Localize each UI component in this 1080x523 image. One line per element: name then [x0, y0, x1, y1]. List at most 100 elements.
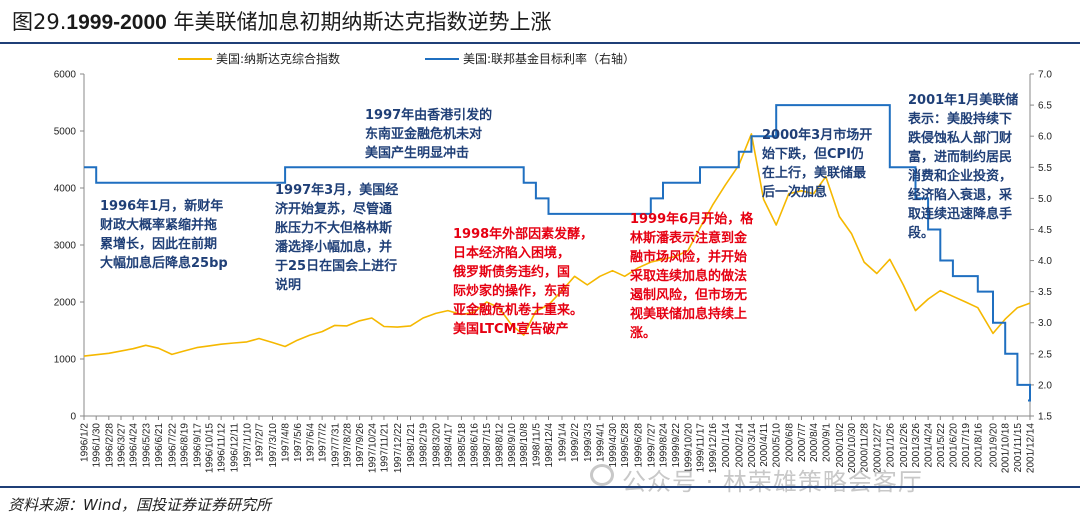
legend-label-nasdaq: 美国:纳斯达克综合指数 [216, 51, 340, 66]
legend-label-fed: 美国:联邦基金目标利率（右轴） [463, 51, 635, 66]
source-note: 资料来源：Wind，国投证券证券研究所 [8, 496, 272, 514]
right-tick-label: 5.0 [1038, 194, 1052, 205]
x-tick-label: 1998/2/19 [419, 423, 430, 468]
right-axis-ticks: 1.5 2.0 2.5 3.0 3.5 4.0 4.5 5.0 5.5 6.0 6.5 7.0 [1030, 70, 1052, 423]
right-tick-label: 2.0 [1038, 380, 1052, 391]
right-tick-label: 5.5 [1038, 163, 1052, 174]
x-tick-label: 1996/8/19 [180, 423, 191, 468]
x-tick-label: 2001/3/26 [911, 423, 922, 468]
x-tick-label: 1997/1/10 [242, 423, 253, 468]
x-tick-label: 2001/1/26 [885, 423, 896, 468]
x-tick-label: 1999/7/27 [646, 423, 657, 468]
x-tick-label: 2000/10/30 [847, 423, 858, 473]
x-tick-label: 1998/8/12 [494, 423, 505, 468]
x-tick-label: 1996/4/24 [129, 423, 140, 468]
x-tick-label: 1999/9/22 [671, 423, 682, 468]
title-rest: 年美联储加息初期纳斯达克指数逆势上涨 [166, 10, 552, 34]
x-tick-label: 1998/10/8 [519, 423, 530, 468]
x-tick-label: 2001/12/14 [1026, 423, 1037, 473]
right-tick-label: 6.0 [1038, 132, 1052, 143]
x-tick-label: 2001/4/24 [924, 423, 935, 468]
x-tick-label: 2000/4/11 [759, 423, 770, 467]
x-tick-label: 2000/3/14 [747, 423, 758, 468]
left-tick-label: 0 [70, 412, 76, 423]
source-divider [0, 486, 1080, 488]
x-tick-label: 2000/7/7 [797, 423, 808, 462]
left-tick-label: 3000 [54, 241, 77, 252]
x-tick-label: 1999/1/4 [558, 423, 569, 462]
x-tick-label: 1998/4/17 [443, 423, 454, 468]
x-tick-label: 1998/7/15 [482, 423, 493, 468]
x-tick-label: 1998/6/16 [470, 423, 481, 468]
right-tick-label: 3.5 [1038, 287, 1052, 298]
x-tick-label: 1997/3/10 [268, 423, 279, 468]
x-tick-label: 1996/10/15 [204, 423, 215, 473]
right-tick-label: 7.0 [1038, 70, 1052, 81]
x-tick-label: 1997/9/26 [355, 423, 366, 468]
left-tick-label: 5000 [54, 127, 77, 138]
annotation-3: 1997年由香港引发的 东南亚金融危机未对 美国产生明显冲击 [365, 108, 493, 161]
left-tick-label: 2000 [54, 298, 77, 309]
right-tick-label: 6.5 [1038, 101, 1052, 112]
x-tick-label: 1998/12/4 [544, 423, 555, 468]
x-tick-label: 1996/1/30 [92, 423, 103, 468]
x-tick-label: 2001/2/26 [899, 423, 910, 468]
x-tick-label: 2000/11/28 [860, 423, 871, 473]
x-tick-label: 1998/9/10 [507, 423, 518, 468]
x-tick-label: 2001/9/20 [988, 423, 999, 468]
right-tick-label: 4.0 [1038, 256, 1052, 267]
annotation-4: 1998年外部因素发酵， 日本经济陷入困境， 俄罗斯债务违约，国 际炒家的操作，东南亚… [453, 227, 594, 337]
x-tick-label: 1996/2/28 [104, 423, 115, 468]
x-tick-label: 2000/8/4 [809, 423, 820, 462]
x-tick-label: 1996/12/11 [229, 423, 240, 473]
x-tick-label: 2000/10/2 [835, 423, 846, 468]
left-tick-label: 4000 [54, 184, 77, 195]
x-tick-label: 1999/2/2 [570, 423, 581, 462]
annotation-1: 1996年1月，新财年 财政大概率紧缩并拖 累增长，因此在前期 大幅加息后降息25bp [100, 199, 228, 271]
right-tick-label: 4.5 [1038, 225, 1052, 236]
x-tick-label: 1996/1/2 [80, 423, 91, 462]
right-tick-label: 3.0 [1038, 318, 1052, 329]
x-tick-label: 1998/1/21 [406, 423, 417, 468]
x-tick-label: 1997/2/7 [255, 423, 266, 462]
x-tick-label: 2000/9/1 [821, 423, 832, 462]
watermark: 公众号 · 林荣雄策略会客厅 [622, 468, 923, 496]
annotation-5: 1999年6月开始，格 林斯潘表示注意到金 融市场风险，并开始 采取连续加息的做法 遏制… [630, 212, 754, 341]
annotation-2: 1997年3月，美国经 济开始复苏，尽管通 胀压力不大但格林斯 潘选择小幅加息，并 于2… [275, 183, 399, 293]
x-tick-label: 2001/7/19 [961, 423, 972, 468]
x-tick-label: 1999/11/17 [696, 423, 707, 473]
left-tick-label: 1000 [54, 355, 77, 366]
left-axis-ticks: 0 1000 2000 3000 4000 5000 6000 [54, 70, 84, 423]
title-prefix: 图29. [12, 10, 67, 34]
series-lines [83, 104, 1031, 402]
x-tick-label: 2001/11/15 [1013, 423, 1024, 473]
legend: 美国:纳斯达克综合指数 美国:联邦基金目标利率（右轴） [178, 51, 635, 66]
x-tick-label: 1999/8/24 [659, 423, 670, 468]
x-tick-label: 1999/10/20 [683, 423, 694, 473]
x-tick-label: 1999/12/16 [708, 423, 719, 473]
left-tick-label: 6000 [54, 70, 77, 81]
x-tick-label: 1996/3/27 [117, 423, 128, 468]
x-tick-label: 2001/8/16 [973, 423, 984, 468]
x-tick-label: 1999/4/1 [595, 423, 606, 462]
chart-title: 图29.1999-2000 年美联储加息初期纳斯达克指数逆势上涨 [12, 6, 552, 36]
x-tick-label: 1996/7/22 [167, 423, 178, 468]
x-tick-label: 1998/5/18 [457, 423, 468, 468]
x-tick-label: 1999/4/30 [608, 423, 619, 468]
x-tick-label: 1997/12/22 [393, 423, 404, 473]
x-tick-label: 2000/2/14 [734, 423, 745, 468]
watermark-logo-icon [590, 464, 614, 486]
right-tick-label: 2.5 [1038, 349, 1052, 360]
x-tick-label: 1997/7/31 [330, 423, 341, 468]
x-tick-label: 2000/1/14 [721, 423, 732, 468]
chart-area: 0 1000 2000 3000 4000 5000 6000 1.5 2.0 2.5 3.0 3.… [54, 51, 1053, 473]
x-tick-label: 1997/10/24 [367, 423, 378, 473]
title-years: 1999-2000 [66, 11, 167, 34]
fed-rate-line [84, 104, 1031, 402]
nasdaq-line [83, 133, 1031, 357]
x-axis-ticks: 1996/1/2 1996/1/30 1996/2/28 1996/3/27 1996/… [80, 416, 1037, 473]
x-tick-label: 1997/5/6 [293, 423, 304, 462]
x-tick-label: 1999/6/28 [634, 423, 645, 468]
x-tick-label: 2000/12/27 [872, 423, 883, 473]
annotation-7: 2001年1月美联储 表示：美股持续下 跌侵蚀私人部门财 富，进而制约居民 消费和企业投… [908, 93, 1019, 241]
